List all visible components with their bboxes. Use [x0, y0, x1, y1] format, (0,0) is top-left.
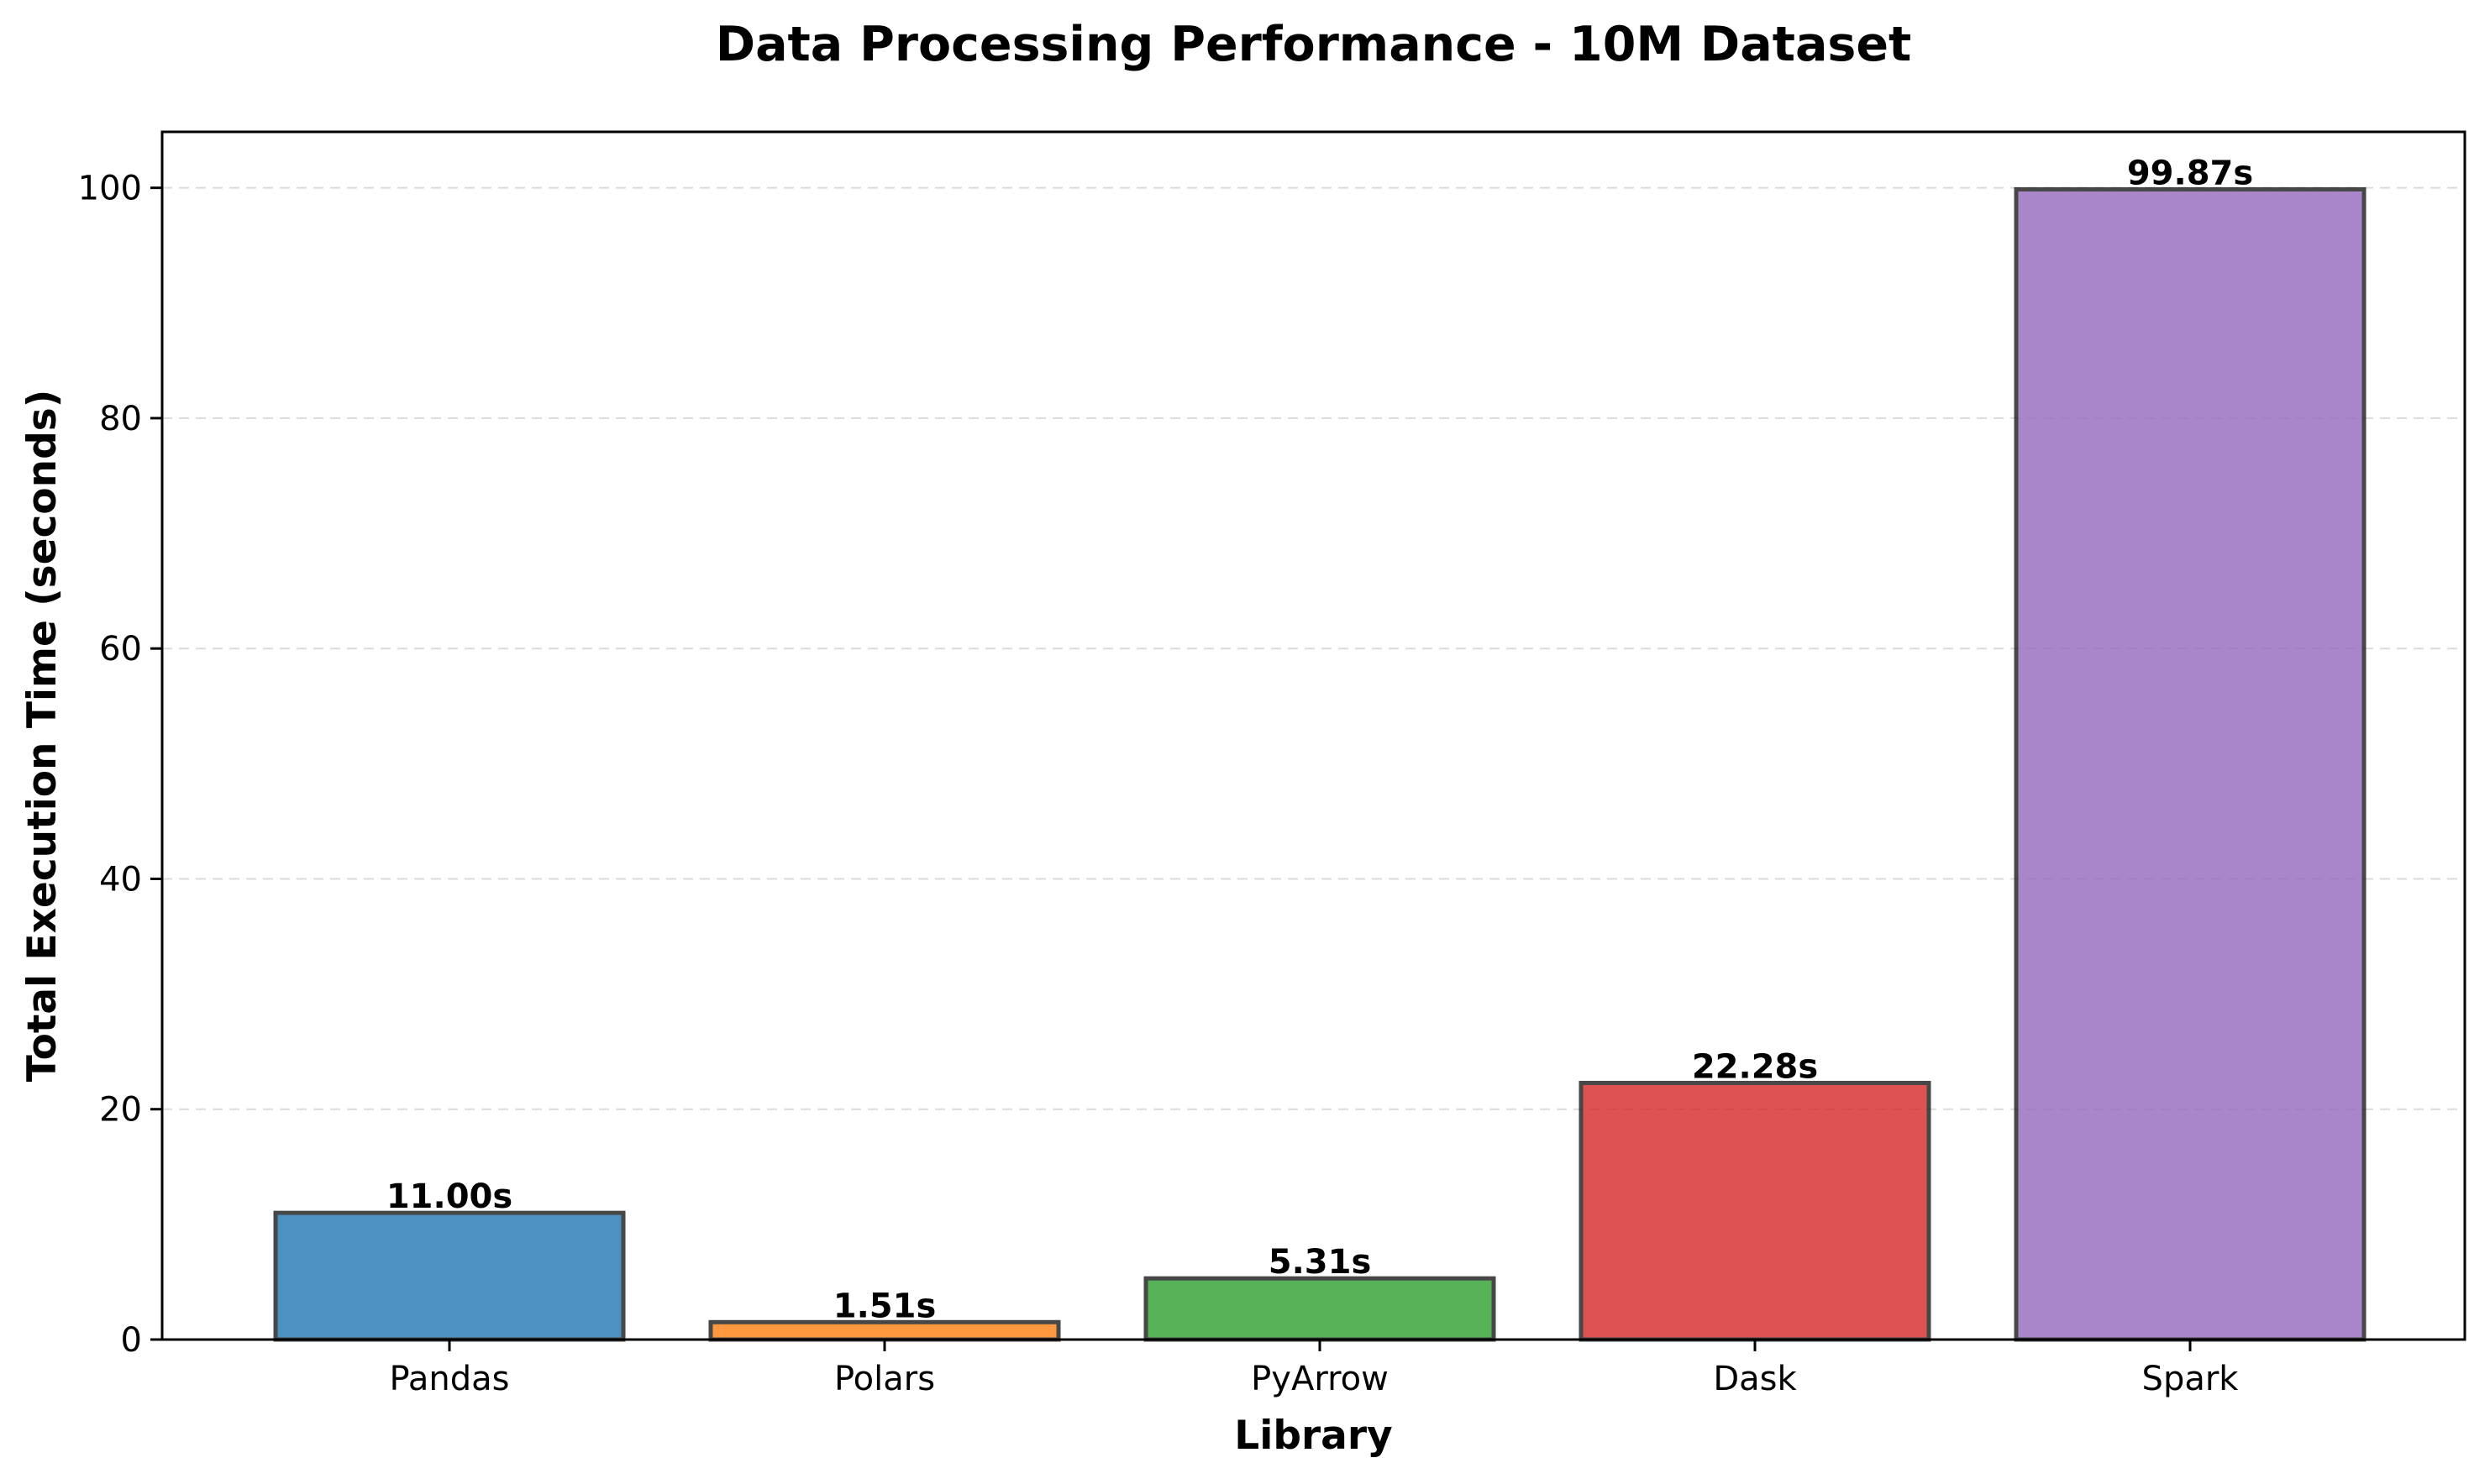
bar-pyarrow: [1143, 1276, 1496, 1342]
bar-pandas: [273, 1210, 626, 1342]
data-labels: 11.00s 1.51s 5.31s 22.28s 99.87s: [386, 154, 2253, 1325]
x-axis-label: Library: [1234, 1413, 1392, 1459]
bar-spark: [2014, 186, 2367, 1342]
x-tick-label-dask: Dask: [1713, 1360, 1797, 1398]
y-axis-label: Total Execution Time (seconds): [19, 390, 66, 1083]
data-label-pyarrow: 5.31s: [1269, 1243, 1372, 1282]
data-label-pandas: 11.00s: [386, 1177, 512, 1216]
bar-dask: [1579, 1080, 1931, 1342]
x-axis-ticks: Pandas Polars PyArrow Dask Spark: [390, 1340, 2240, 1398]
x-tick-label-pandas: Pandas: [390, 1360, 510, 1398]
y-tick-label: 100: [78, 170, 142, 208]
x-tick-label-pyarrow: PyArrow: [1251, 1360, 1389, 1398]
y-tick-label: 80: [99, 400, 142, 438]
y-axis-ticks: 0 20 40 60 80 100: [78, 170, 162, 1360]
x-tick-label-polars: Polars: [834, 1360, 935, 1398]
data-label-dask: 22.28s: [1692, 1047, 1818, 1086]
chart-title: Data Processing Performance - 10M Datase…: [716, 17, 1912, 72]
data-label-polars: 1.51s: [833, 1287, 937, 1325]
x-tick-label-spark: Spark: [2142, 1360, 2240, 1398]
axes-frame: [160, 130, 2466, 1341]
data-label-spark: 99.87s: [2127, 154, 2253, 192]
y-tick-label: 0: [121, 1321, 142, 1360]
bars: [273, 186, 2367, 1342]
y-tick-label: 60: [99, 630, 142, 669]
y-tick-label: 20: [99, 1091, 142, 1130]
y-tick-label: 40: [99, 860, 142, 899]
